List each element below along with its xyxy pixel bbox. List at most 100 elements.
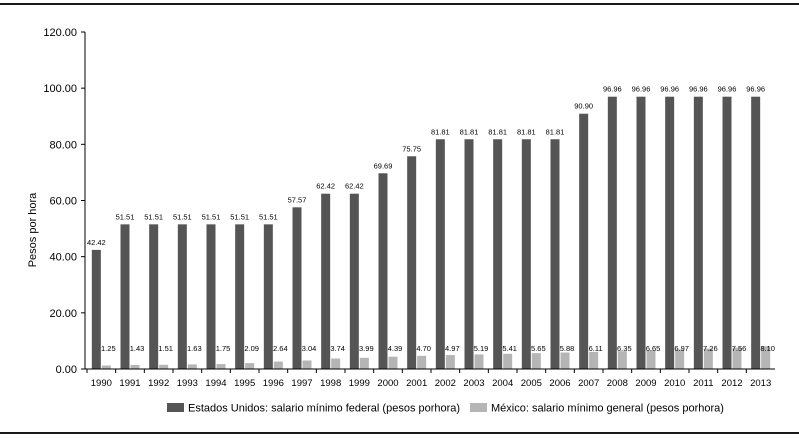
bar-mexico bbox=[474, 354, 484, 369]
data-label-us: 51.51 bbox=[202, 212, 221, 221]
x-tick-label: 2002 bbox=[435, 378, 456, 389]
bars: 42.42 1.25 51.51 1.43 51.51 1.51 51.51 1.63 51.5… bbox=[87, 85, 775, 369]
x-axis: 1990 1991 1992 1993 1994 1995 1996 1997 1998 1999… bbox=[85, 368, 775, 389]
x-tick-label: 1995 bbox=[234, 378, 255, 389]
bar-us bbox=[263, 224, 273, 369]
data-label-us: 62.42 bbox=[316, 182, 335, 191]
top-rule bbox=[0, 3, 799, 5]
bar-mexico bbox=[130, 364, 140, 369]
data-label-mexico: 3.99 bbox=[359, 344, 374, 353]
data-label-mexico: 2.09 bbox=[244, 344, 259, 353]
x-tick-label: 1990 bbox=[91, 378, 112, 389]
bar-mexico bbox=[101, 365, 111, 369]
data-label-mexico: 4.70 bbox=[416, 344, 431, 353]
data-label-us: 81.81 bbox=[460, 127, 479, 136]
data-label-us: 62.42 bbox=[345, 182, 364, 191]
x-tick-label: 1991 bbox=[119, 378, 140, 389]
bar-us bbox=[521, 139, 531, 369]
x-tick-label: 1993 bbox=[177, 378, 198, 389]
x-tick-label: 2008 bbox=[607, 378, 628, 389]
data-label-us: 81.81 bbox=[431, 127, 450, 136]
data-label-us: 96.96 bbox=[660, 85, 679, 94]
bar-us bbox=[206, 224, 216, 369]
bar-us bbox=[235, 224, 245, 369]
legend: Estados Unidos: salario mínimo federal (… bbox=[167, 403, 724, 415]
y-tick-label: 100.00 bbox=[43, 83, 77, 95]
data-label-us: 81.81 bbox=[488, 127, 507, 136]
y-tick-label: 40.00 bbox=[49, 252, 77, 264]
bar-us bbox=[407, 156, 417, 369]
legend-swatch-us bbox=[167, 403, 184, 412]
bar-us bbox=[550, 139, 560, 369]
data-label-us: 51.51 bbox=[259, 212, 278, 221]
x-tick-label: 2004 bbox=[492, 378, 513, 389]
bar-mexico bbox=[302, 360, 312, 369]
data-label-us: 96.96 bbox=[689, 85, 708, 94]
bar-us bbox=[636, 96, 646, 369]
bar-us bbox=[435, 139, 445, 369]
data-label-mexico: 6.65 bbox=[646, 344, 661, 353]
data-label-mexico: 2.64 bbox=[273, 344, 288, 353]
y-tick-label: 0.00 bbox=[56, 364, 77, 376]
bar-us bbox=[349, 193, 359, 369]
data-label-mexico: 6.35 bbox=[617, 344, 632, 353]
bar-mexico bbox=[761, 346, 771, 369]
bar-mexico bbox=[245, 363, 255, 369]
data-label-mexico: 7.26 bbox=[703, 344, 718, 353]
x-tick-label: 1994 bbox=[205, 378, 226, 389]
data-label-mexico: 1.25 bbox=[101, 344, 116, 353]
bar-us bbox=[693, 96, 703, 369]
bar-mexico bbox=[187, 364, 197, 369]
data-label-mexico: 4.97 bbox=[445, 344, 460, 353]
bar-us bbox=[579, 113, 589, 369]
x-tick-label: 1992 bbox=[148, 378, 169, 389]
y-axis: 0.00 20.00 40.00 60.00 80.00 100.00 120.00 bbox=[43, 27, 86, 376]
data-label-mexico: 5.19 bbox=[474, 344, 489, 353]
x-tick-label: 2005 bbox=[521, 378, 542, 389]
bar-mexico bbox=[675, 349, 685, 369]
data-label-mexico: 1.51 bbox=[158, 344, 173, 353]
data-label-mexico: 7.56 bbox=[732, 344, 747, 353]
y-tick-label: 80.00 bbox=[49, 139, 77, 151]
bar-mexico bbox=[417, 355, 427, 369]
data-label-mexico: 4.39 bbox=[388, 344, 403, 353]
data-label-us: 75.75 bbox=[402, 144, 421, 153]
legend-label-us: Estados Unidos: salario mínimo federal (… bbox=[188, 403, 460, 415]
bar-us bbox=[292, 207, 302, 369]
data-label-us: 90.90 bbox=[574, 102, 593, 111]
data-label-us: 81.81 bbox=[546, 127, 565, 136]
y-axis-label: Pesos por hora bbox=[27, 192, 39, 267]
bar-us bbox=[722, 96, 732, 369]
bar-mexico bbox=[359, 357, 369, 369]
bar-mexico bbox=[445, 355, 455, 369]
bar-us bbox=[493, 139, 503, 369]
bar-mexico bbox=[331, 358, 341, 369]
x-tick-label: 1998 bbox=[320, 378, 341, 389]
bar-us bbox=[91, 249, 101, 369]
x-tick-label: 2003 bbox=[463, 378, 484, 389]
data-label-mexico: 5.41 bbox=[502, 344, 517, 353]
bar-mexico bbox=[646, 350, 656, 369]
x-tick-label: 2010 bbox=[664, 378, 685, 389]
bar-us bbox=[607, 96, 617, 369]
data-label-us: 42.42 bbox=[87, 238, 106, 247]
x-tick-label: 2011 bbox=[693, 378, 713, 389]
data-label-us: 51.51 bbox=[116, 212, 135, 221]
x-tick-label: 2007 bbox=[578, 378, 599, 389]
bar-mexico bbox=[560, 352, 570, 369]
x-tick-label: 2000 bbox=[377, 378, 398, 389]
bottom-rule bbox=[0, 432, 799, 434]
x-tick-label: 1997 bbox=[291, 378, 312, 389]
data-label-mexico: 3.04 bbox=[302, 344, 317, 353]
x-tick-label: 2009 bbox=[635, 378, 656, 389]
bar-mexico bbox=[531, 353, 541, 369]
data-label-mexico: 8.10 bbox=[760, 344, 775, 353]
bar-us bbox=[378, 173, 388, 369]
bar-mexico bbox=[589, 351, 599, 369]
x-tick-label: 1999 bbox=[349, 378, 370, 389]
data-label-us: 81.81 bbox=[517, 127, 536, 136]
x-tick-label: 1996 bbox=[263, 378, 284, 389]
bar-us bbox=[751, 96, 761, 369]
data-label-us: 96.96 bbox=[718, 85, 737, 94]
